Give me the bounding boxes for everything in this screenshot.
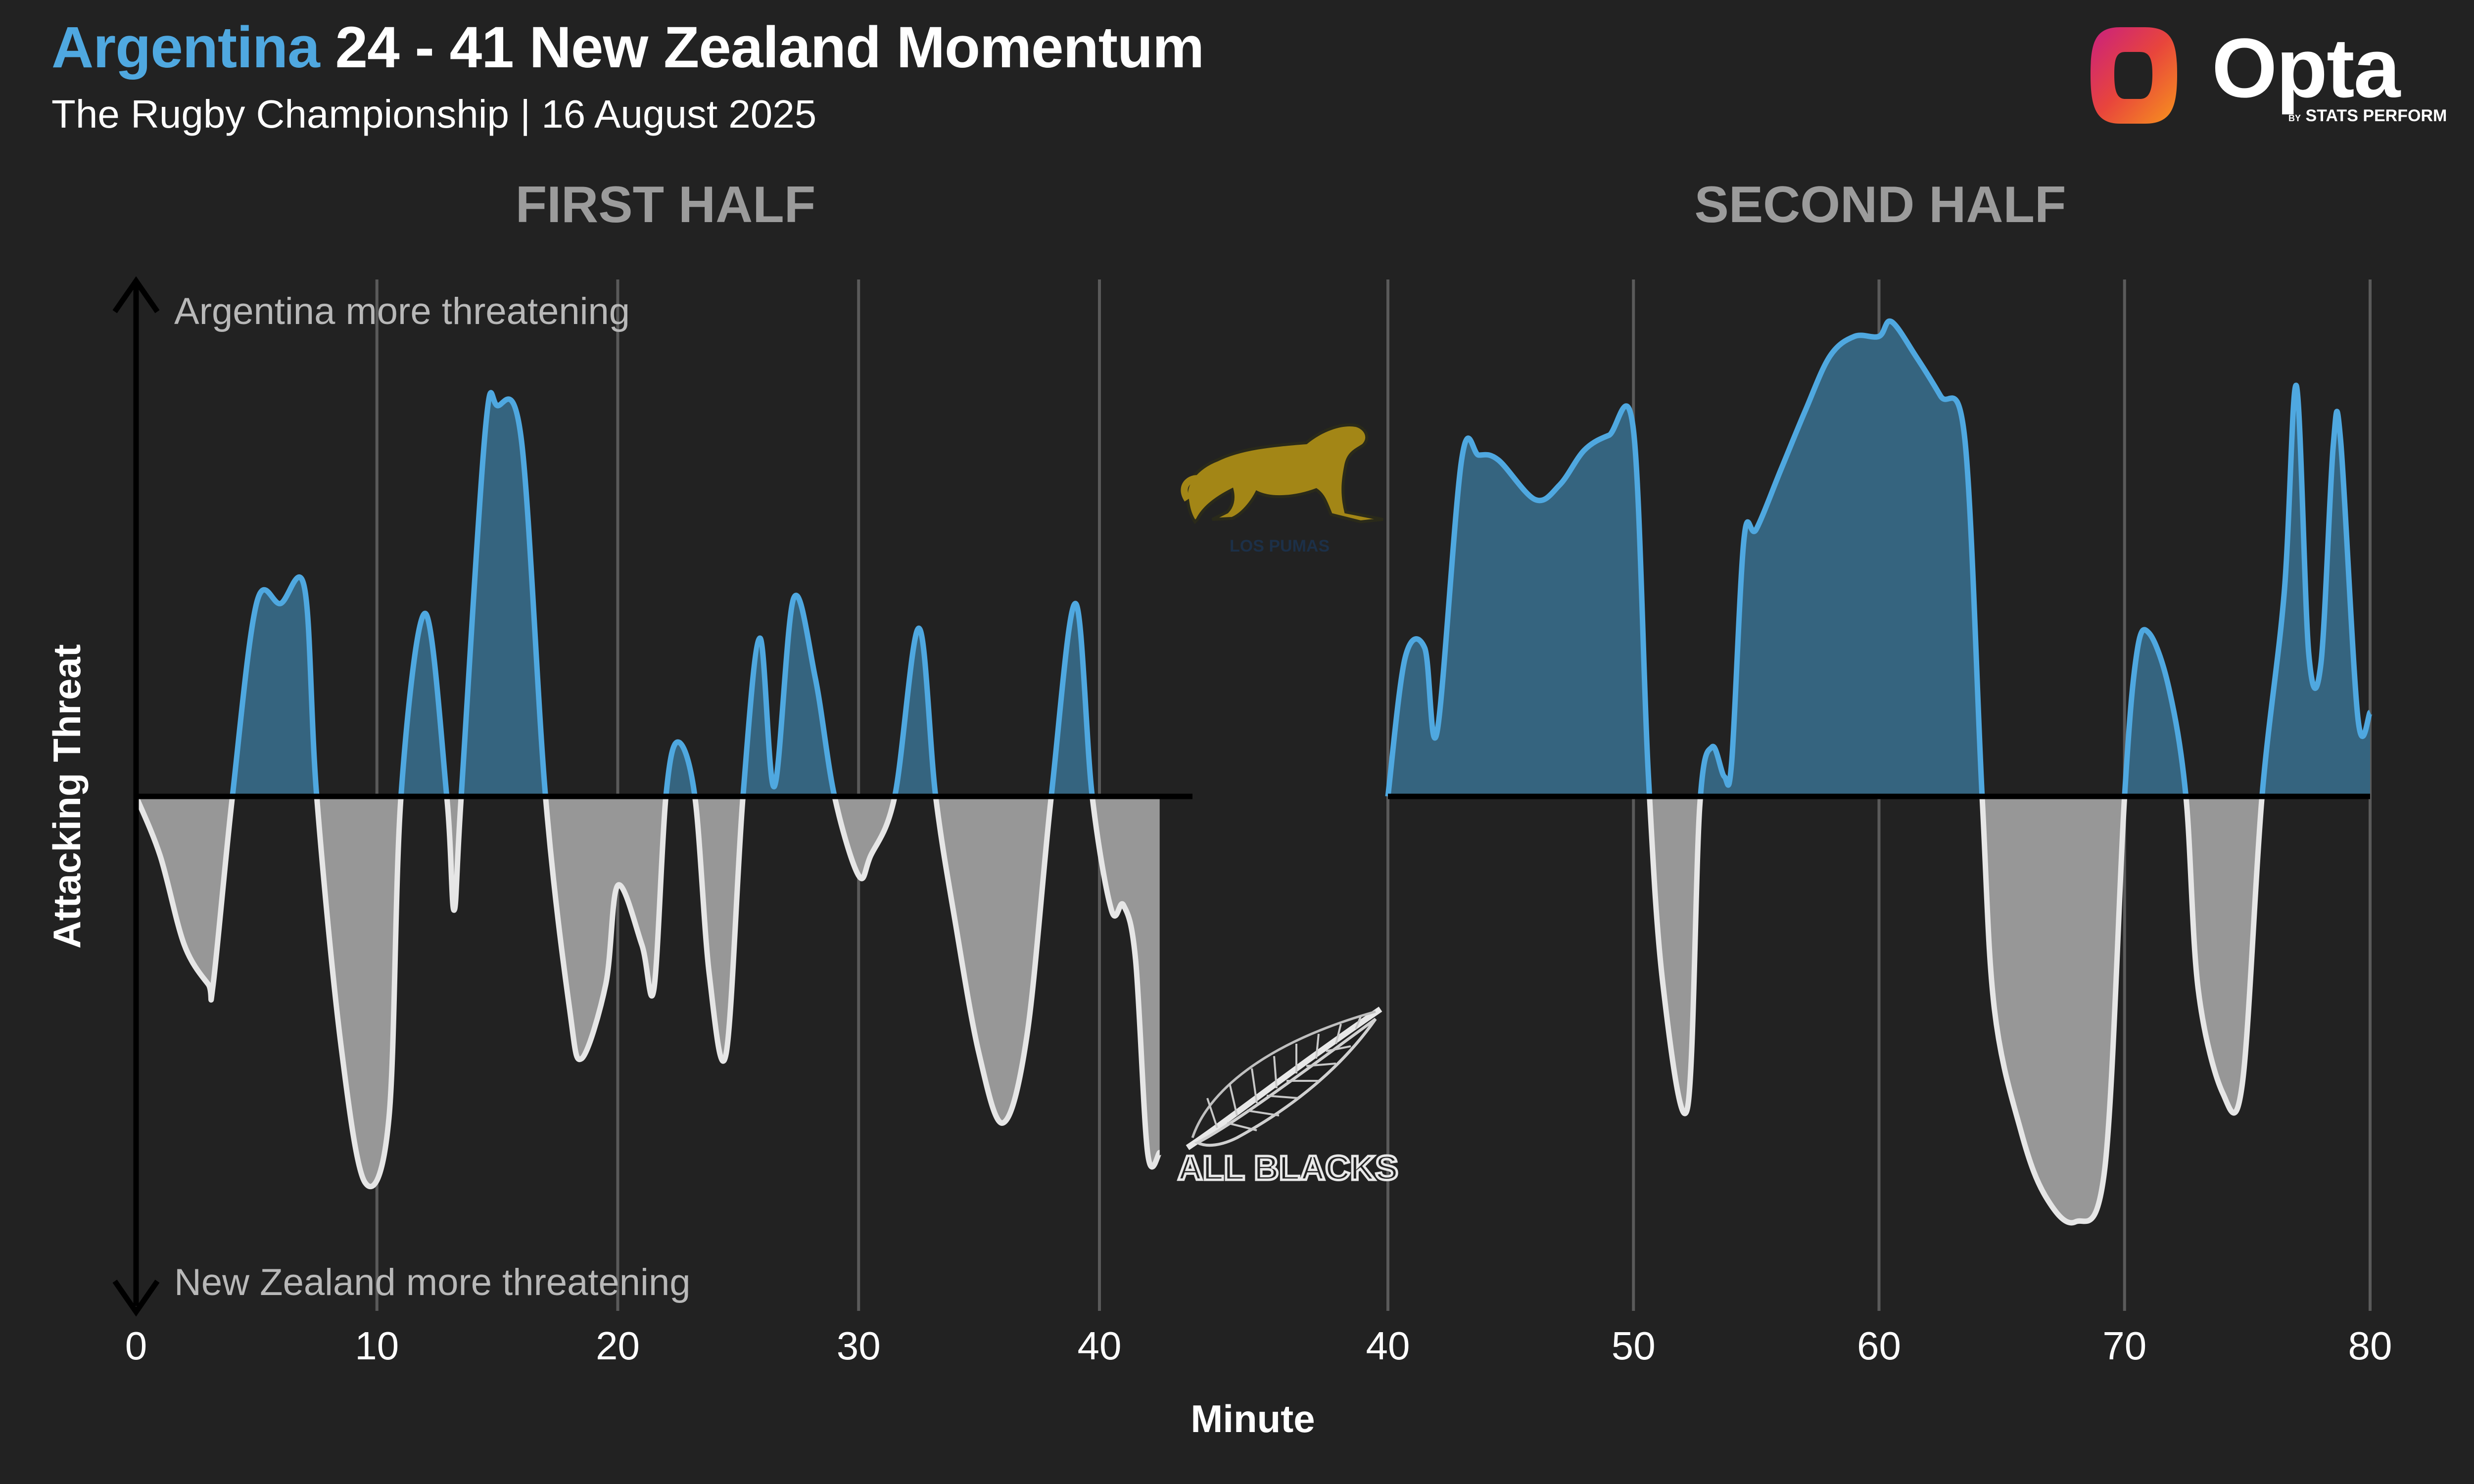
title-argentina: Argentina	[51, 15, 320, 80]
annotation-new-zealand: New Zealand more threatening	[174, 1261, 690, 1303]
x-tick-label-0-1: 10	[355, 1324, 399, 1368]
x-tick-label-1-1: 50	[1612, 1324, 1656, 1368]
x-tick-label-1-4: 80	[2348, 1324, 2392, 1368]
opta-wordmark: Opta	[2212, 21, 2400, 115]
y-axis-arrow-bottom-head	[112, 1279, 160, 1317]
y-axis-title: Attacking Threat	[45, 644, 89, 948]
first-half-title: FIRST HALF	[515, 176, 816, 233]
x-tick-label-1-3: 70	[2102, 1324, 2146, 1368]
title-score: 24 - 41 New Zealand Momentum	[335, 15, 1205, 80]
jaguar-logo-icon: LOS PUMAS	[1181, 423, 1383, 556]
argentina-line-1	[1385, 318, 2373, 796]
new-zealand-line-0	[133, 796, 1163, 1190]
opta-byline: BY STATS PERFORM	[2288, 106, 2447, 125]
svg-text:LOS PUMAS: LOS PUMAS	[1230, 537, 1330, 556]
new-zealand-area-0	[136, 796, 1160, 1187]
annotation-argentina: Argentina more threatening	[174, 290, 630, 332]
chart-title: Argentina 24 - 41 New Zealand Momentum	[51, 14, 1204, 81]
x-tick-label-0-2: 20	[596, 1324, 640, 1368]
silver-fern-logo-icon: ALL BLACKS	[1177, 1007, 1399, 1189]
x-tick-label-1-0: 40	[1366, 1324, 1410, 1368]
all-blacks-logo-text: ALL BLACKS	[1178, 1149, 1398, 1187]
chart-subtitle: The Rugby Championship | 16 August 2025	[51, 92, 817, 136]
second-half-title: SECOND HALF	[1694, 176, 2066, 233]
x-tick-label-0-3: 30	[837, 1324, 881, 1368]
x-tick-label-0-0: 0	[125, 1324, 147, 1368]
x-tick-label-1-2: 60	[1857, 1324, 1901, 1368]
y-axis-arrow-top-head	[112, 276, 160, 314]
x-tick-label-0-4: 40	[1078, 1324, 1122, 1368]
opta-logo-icon	[2091, 27, 2177, 124]
x-axis-title: Minute	[1190, 1397, 1315, 1440]
